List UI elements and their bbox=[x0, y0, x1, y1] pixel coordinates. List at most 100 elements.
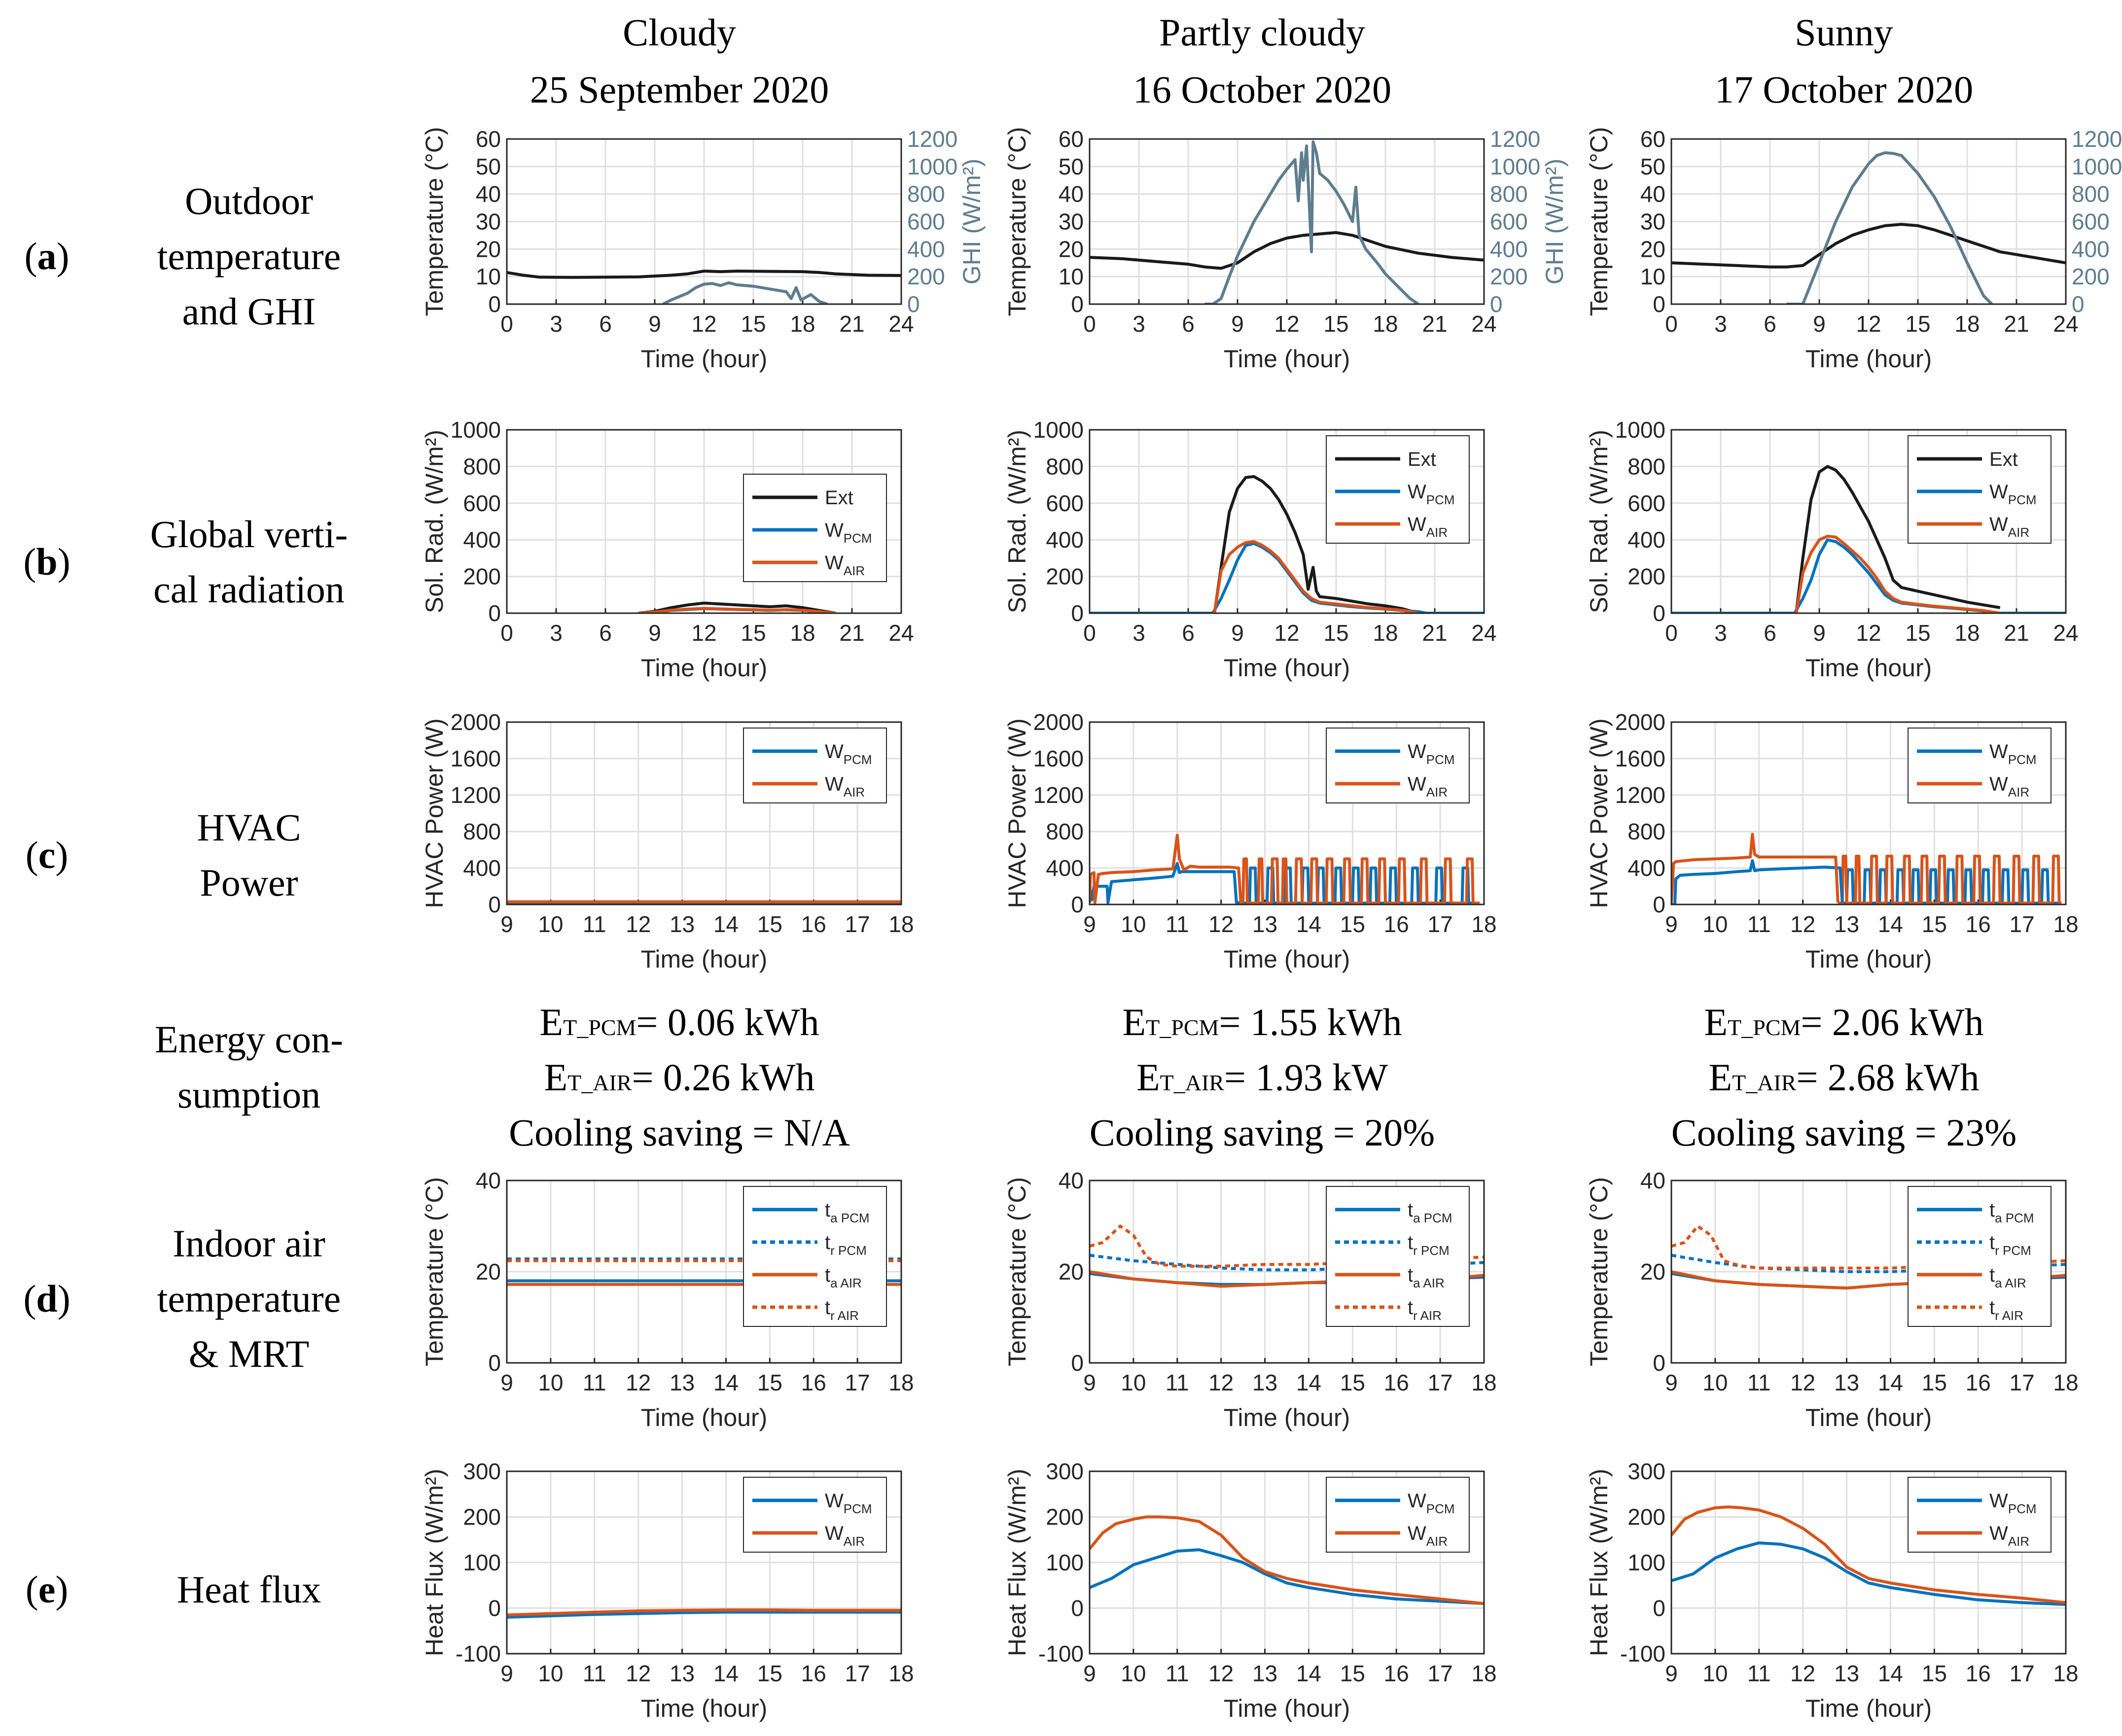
chart-a-1: 0 3 6 9 12 15 18 21 2401020304050600200400600800… bbox=[1003, 126, 1568, 373]
x-tick-label: 11 bbox=[1747, 1661, 1771, 1686]
y-tick-label: 60 bbox=[476, 126, 501, 152]
x-tick-label: 16 bbox=[801, 911, 826, 937]
y-tick-label: 30 bbox=[1059, 209, 1084, 235]
series-line-temperature bbox=[507, 270, 901, 279]
x-tick-label: 24 bbox=[2053, 311, 2078, 337]
legend-label: tr AIR bbox=[825, 1297, 859, 1323]
legend-label: ta PCM bbox=[1408, 1199, 1452, 1225]
y-axis-label: Temperature (°C) bbox=[1585, 1177, 1613, 1366]
y-tick-label: 800 bbox=[463, 453, 501, 479]
legend-box bbox=[1908, 435, 2051, 544]
x-tick-label: 12 bbox=[1274, 620, 1299, 646]
y2-tick-label: 1000 bbox=[2072, 154, 2122, 179]
series-line-wair bbox=[638, 607, 836, 613]
x-tick-label: 17 bbox=[2010, 911, 2035, 937]
y2-tick-label: 600 bbox=[1490, 209, 1528, 235]
legend-box bbox=[1326, 1477, 1470, 1553]
y-tick-label: 40 bbox=[1640, 181, 1665, 207]
y-tick-label: 400 bbox=[463, 527, 501, 553]
x-axis-label: Time (hour) bbox=[1224, 1695, 1350, 1722]
series-group bbox=[1671, 1505, 2066, 1606]
x-tick-label: 14 bbox=[713, 911, 739, 937]
y-axis-label: Heat Flux (W/m²) bbox=[1003, 1469, 1031, 1657]
x-tick-label: 14 bbox=[1878, 1370, 1903, 1395]
y-tick-label: 100 bbox=[1046, 1550, 1084, 1575]
axes-frame bbox=[1089, 138, 1485, 305]
y2-tick-label: 1200 bbox=[2072, 126, 2122, 152]
x-tick-label: 18 bbox=[888, 1661, 914, 1686]
legend-label: tr PCM bbox=[1989, 1232, 2031, 1258]
x-tick-label: 16 bbox=[1966, 911, 1991, 937]
x-tick-label: 21 bbox=[1422, 311, 1447, 337]
x-tick-label: 16 bbox=[1384, 1661, 1409, 1686]
column-condition-1: Partly cloudy bbox=[1159, 11, 1365, 54]
x-tick-label: 16 bbox=[801, 1370, 826, 1395]
cooling-saving-2: Cooling saving = 23% bbox=[1671, 1111, 2016, 1154]
x-tick-label: 18 bbox=[2053, 1370, 2078, 1395]
series-line-wair bbox=[1213, 540, 1419, 613]
legend-label: ta PCM bbox=[825, 1199, 870, 1225]
x-axis-label: Time (hour) bbox=[1805, 1695, 1932, 1722]
legend-label: WAIR bbox=[1989, 1523, 2029, 1549]
x-tick-label: 18 bbox=[1373, 620, 1398, 646]
x-tick-label: 21 bbox=[839, 620, 864, 646]
chart-b-0: 0 3 6 9 12 15 18 21 24 0 200 400 600 800 1000 Time (hou… bbox=[421, 417, 914, 682]
x-tick-label: 10 bbox=[1121, 1370, 1146, 1395]
legend: WPCM WAIR bbox=[1326, 728, 1470, 803]
x-tick-label: 24 bbox=[1471, 311, 1496, 337]
axes-frame bbox=[1670, 138, 2067, 305]
y-tick-label: 200 bbox=[1046, 564, 1084, 590]
y2-tick-label: 0 bbox=[907, 291, 920, 317]
y-tick-label: 200 bbox=[1627, 1504, 1665, 1530]
y2-tick-label: 600 bbox=[907, 209, 945, 235]
legend-label: tr PCM bbox=[1408, 1232, 1450, 1258]
series-line-ghi bbox=[1204, 140, 1419, 304]
series-line-wair bbox=[1795, 534, 2001, 613]
y-tick-label: 0 bbox=[1653, 1350, 1665, 1376]
x-tick-label: 18 bbox=[1471, 1370, 1496, 1395]
y-axis-label: Temperature (°C) bbox=[421, 127, 448, 316]
x-tick-label: 12 bbox=[1790, 1370, 1815, 1395]
legend-label: WAIR bbox=[1408, 773, 1448, 799]
x-axis-label: Time (hour) bbox=[641, 654, 768, 682]
x-tick-label: 9 bbox=[1083, 911, 1096, 937]
y-tick-label: 100 bbox=[463, 1550, 501, 1575]
x-tick-label: 10 bbox=[1702, 1661, 1728, 1686]
x-tick-label: 9 bbox=[1083, 1370, 1096, 1395]
y2-tick-label: 1200 bbox=[907, 126, 957, 152]
y-tick-label: 30 bbox=[476, 209, 501, 235]
series-group bbox=[1671, 151, 2066, 304]
y-tick-label: 0 bbox=[1071, 1596, 1084, 1621]
y-tick-label: 30 bbox=[1640, 209, 1665, 235]
y-tick-label: 200 bbox=[463, 1504, 501, 1530]
x-tick-label: 24 bbox=[1471, 620, 1496, 646]
x-tick-label: 11 bbox=[1166, 911, 1189, 937]
x-tick-label: 9 bbox=[1813, 620, 1826, 646]
x-tick-label: 13 bbox=[1834, 1661, 1859, 1686]
y-tick-label: 20 bbox=[1059, 1259, 1084, 1285]
series-group bbox=[1090, 475, 1484, 613]
x-tick-label: 13 bbox=[670, 911, 695, 937]
legend-label: WPCM bbox=[1408, 741, 1455, 767]
cooling-saving-0: Cooling saving = N/A bbox=[509, 1111, 850, 1154]
row-labels: Outdoor temperature and GHI (a) Global verti… bbox=[23, 179, 348, 1611]
y-tick-label: 10 bbox=[476, 264, 501, 289]
x-tick-label: 15 bbox=[741, 311, 766, 337]
y2-tick-label: 400 bbox=[2072, 236, 2110, 262]
legend: Ext WPCM WAIR bbox=[1326, 435, 1470, 544]
y-tick-label: 10 bbox=[1059, 264, 1084, 289]
x-tick-label: 9 bbox=[648, 620, 661, 646]
series-group bbox=[1090, 140, 1484, 304]
x-tick-label: 15 bbox=[1905, 620, 1930, 646]
legend-label: WPCM bbox=[1989, 1490, 2037, 1516]
axes-frame bbox=[1670, 1180, 2067, 1364]
chart-e-0: 9 10 11 12 13 14 15 16 17 18 -100 0 100 200 300 Time (h… bbox=[421, 1458, 914, 1722]
legend-label: tr AIR bbox=[1989, 1297, 2023, 1323]
x-tick-label: 15 bbox=[1340, 1370, 1365, 1395]
x-tick-label: 21 bbox=[2004, 620, 2029, 646]
x-tick-label: 3 bbox=[1714, 620, 1727, 646]
axes-frame bbox=[506, 138, 902, 305]
x-tick-label: 18 bbox=[1954, 620, 1980, 646]
x-axis-label: Time (hour) bbox=[641, 1695, 768, 1722]
y-tick-label: 300 bbox=[463, 1458, 501, 1484]
